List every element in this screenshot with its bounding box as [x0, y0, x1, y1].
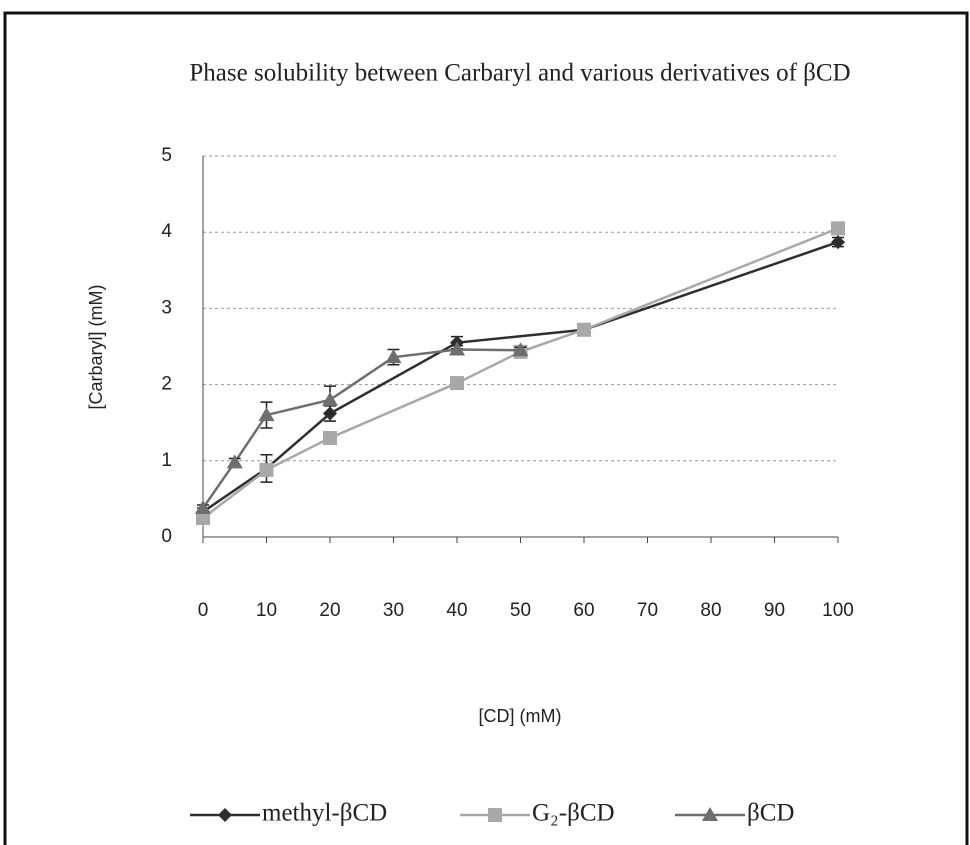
x-tick-label: 70	[637, 600, 658, 621]
y-tick-label: 2	[161, 374, 172, 395]
marker	[258, 407, 275, 422]
x-tick-label: 90	[764, 600, 785, 621]
legend-label: methyl-βCD	[262, 800, 387, 827]
marker	[322, 391, 338, 406]
x-tick-label: 10	[256, 600, 277, 621]
series-line	[201, 348, 521, 509]
marker	[196, 510, 210, 525]
x-tick-label: 20	[319, 600, 340, 621]
series-line	[202, 227, 839, 519]
marker	[385, 349, 402, 364]
x-tick-label: 60	[573, 600, 594, 621]
legend-label: G₂-βCD	[532, 800, 615, 827]
marker	[450, 376, 464, 391]
x-tick-label: 50	[510, 600, 531, 621]
marker	[577, 322, 591, 337]
marker	[831, 235, 845, 250]
x-tick-label: 0	[198, 600, 209, 621]
marker	[831, 221, 845, 236]
y-tick-label: 0	[161, 526, 172, 547]
marker	[226, 454, 243, 469]
x-tick-label: 40	[446, 600, 467, 621]
marker	[702, 807, 718, 821]
x-axis-label: [CD] (mM)	[479, 706, 562, 726]
marker	[259, 462, 274, 477]
series-line	[202, 240, 839, 513]
marker	[218, 808, 232, 822]
y-tick-label: 4	[161, 221, 172, 242]
y-tick-label: 1	[161, 450, 172, 471]
x-tick-label: 100	[822, 600, 854, 621]
marker	[323, 430, 337, 445]
marker	[488, 808, 502, 822]
frame	[3, 11, 969, 845]
marker	[449, 341, 465, 356]
y-axis-label: [Carbaryl] (mM)	[86, 285, 106, 410]
y-tick-label: 3	[161, 297, 172, 318]
marker	[195, 500, 211, 515]
chart-title: Phase solubility between Carbaryl and va…	[189, 60, 850, 87]
x-tick-label: 30	[383, 600, 404, 621]
marker	[512, 342, 529, 357]
legend-label: βCD	[747, 800, 794, 827]
x-tick-label: 80	[700, 600, 721, 621]
y-tick-label: 5	[161, 145, 172, 166]
